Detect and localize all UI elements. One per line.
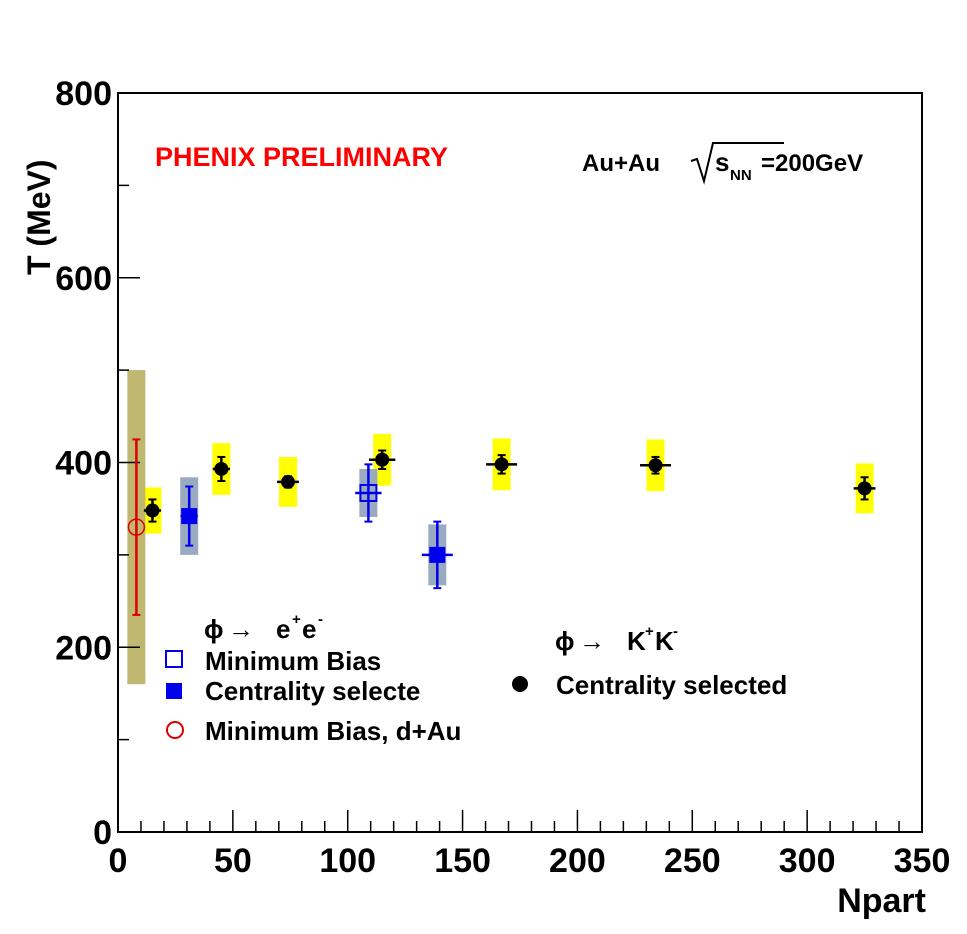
data-point-filled-circle xyxy=(857,481,872,496)
data-point-filled-circle xyxy=(214,461,229,476)
sqrt-sub-label: NN xyxy=(730,167,752,184)
legend-ee-e1: e xyxy=(276,614,290,644)
x-tick-label: 150 xyxy=(434,842,491,880)
x-tick-label: 0 xyxy=(109,842,128,880)
data-point-filled-square xyxy=(429,546,446,563)
y-tick-label: 200 xyxy=(55,629,112,667)
legend-kk-item-1: Centrality selected xyxy=(556,670,787,700)
data-point-filled-circle xyxy=(375,452,390,467)
x-tick-label: 350 xyxy=(894,842,951,880)
error-bars xyxy=(132,438,876,616)
data-point-open-square xyxy=(359,483,378,502)
x-tick-label: 250 xyxy=(664,842,721,880)
legend-kk-arrow: → xyxy=(579,626,605,656)
legend-kk-k2: K xyxy=(655,626,674,656)
data-markers xyxy=(127,452,872,563)
legend-filled-square-icon xyxy=(166,683,182,699)
legend-ee: ϕ → e + e - Minimum Bias Centrality sele… xyxy=(165,611,461,746)
legend-ee-phi: ϕ xyxy=(204,614,224,644)
preliminary-label: PHENIX PRELIMINARY xyxy=(155,142,448,172)
legend-ee-item-3: Minimum Bias, d+Au xyxy=(205,716,461,746)
x-tick-label: 100 xyxy=(319,842,376,880)
legend-kk-phi: ϕ xyxy=(555,626,575,656)
axis-ticks: 0 50 100 150 200 250 300 350 0 200 400 600 800 xyxy=(55,75,950,880)
legend-ee-e2: e xyxy=(302,614,316,644)
legend-ee-sup1: + xyxy=(292,611,301,628)
data-point-filled-circle xyxy=(145,503,160,518)
y-tick-label: 800 xyxy=(55,75,112,113)
x-tick-label: 200 xyxy=(549,842,606,880)
legend-kk-k1: K xyxy=(627,626,646,656)
legend-open-square-icon xyxy=(165,650,183,668)
energy-label: =200GeV xyxy=(761,150,863,177)
x-tick-label: 300 xyxy=(779,842,836,880)
data-point-filled-circle xyxy=(648,458,663,473)
y-tick-label: 400 xyxy=(55,445,112,483)
x-tick-label: 50 xyxy=(214,842,252,880)
legend-kk-sup1: + xyxy=(645,623,654,640)
legend-kk: ϕ → K + K - Centrality selected xyxy=(512,623,787,700)
legend-kk-sup2: - xyxy=(673,623,678,640)
legend-ee-item-2: Centrality selecte xyxy=(205,676,420,706)
system-label: Au+Au xyxy=(582,150,660,177)
legend-ee-sup2: - xyxy=(318,611,323,628)
data-point-filled-circle xyxy=(280,474,295,489)
sqrt-s-label: s xyxy=(715,147,729,177)
data-point-filled-circle xyxy=(494,457,509,472)
legend-ee-item-1: Minimum Bias xyxy=(205,646,381,676)
data-point-open-circle xyxy=(127,518,146,536)
legend-filled-circle-icon xyxy=(512,676,528,692)
y-tick-label: 0 xyxy=(93,814,112,852)
sqrt-sign-icon xyxy=(690,142,784,185)
legend-ee-arrow: → xyxy=(228,614,254,644)
data-point-filled-square xyxy=(181,508,198,525)
y-axis-title: T (MeV) xyxy=(21,159,57,275)
y-tick-label: 600 xyxy=(55,260,112,298)
x-axis-title: Npart xyxy=(837,882,926,920)
legend-open-circle-icon xyxy=(166,721,184,739)
